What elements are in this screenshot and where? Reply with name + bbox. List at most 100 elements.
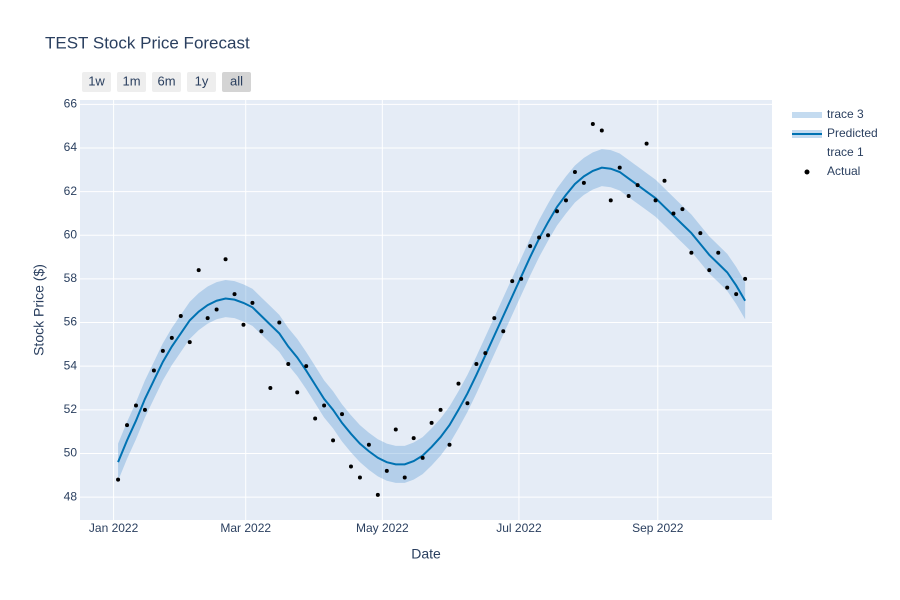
actual-point [581, 180, 586, 185]
predicted-line [117, 166, 746, 466]
range-button[interactable] [117, 72, 146, 92]
actual-point [160, 348, 165, 353]
actual-point [653, 198, 658, 203]
actual-point [501, 329, 506, 334]
actual-point [277, 320, 282, 325]
actual-point [447, 442, 452, 447]
actual-point [411, 436, 416, 441]
actual-point [286, 362, 291, 366]
actual-point [474, 362, 479, 366]
actual-point [196, 268, 201, 273]
actual-point [743, 276, 748, 281]
range-button-label[interactable]: 6m [157, 73, 175, 88]
actual-point [537, 235, 542, 240]
legend-label[interactable]: Actual [827, 164, 860, 178]
actual-point [716, 250, 721, 255]
legend-label[interactable]: trace 1 [827, 145, 864, 159]
actual-point [429, 420, 434, 425]
actual-point [438, 407, 443, 412]
actual-point [546, 233, 551, 238]
range-button[interactable] [222, 72, 251, 92]
y-tick-label: 58 [64, 271, 78, 285]
y-tick-label: 60 [64, 227, 78, 241]
actual-point [608, 198, 613, 203]
actual-point [725, 285, 730, 290]
actual-point [295, 390, 300, 395]
actual-point [689, 250, 694, 255]
actual-point [241, 322, 246, 327]
actual-point [259, 329, 264, 334]
actual-point [572, 170, 577, 174]
actual-point [304, 364, 309, 369]
actual-point [644, 141, 649, 146]
range-button[interactable] [187, 72, 216, 92]
legend-label[interactable]: Predicted [827, 126, 878, 140]
range-button[interactable] [82, 72, 111, 92]
actual-point [322, 403, 327, 408]
y-tick-label: 66 [64, 97, 78, 111]
actual-point [680, 207, 685, 212]
actual-point [599, 128, 604, 133]
actual-point [528, 244, 533, 249]
actual-point [331, 438, 336, 443]
actual-point [483, 351, 488, 356]
y-axis-title: Stock Price ($) [31, 264, 47, 356]
legend-swatch [804, 169, 810, 175]
chart-title: TEST Stock Price Forecast [45, 33, 250, 52]
x-tick-label: Jul 2022 [496, 521, 542, 535]
actual-point [268, 386, 273, 390]
actual-point [142, 407, 147, 412]
actual-point [671, 211, 676, 216]
range-button-label[interactable]: 1y [195, 73, 209, 88]
actual-point [617, 165, 622, 170]
actual-point [555, 209, 560, 214]
y-tick-label: 50 [64, 446, 78, 460]
actual-point [250, 300, 255, 305]
actual-point [116, 477, 121, 482]
actual-point [214, 307, 219, 312]
actual-point [348, 464, 353, 469]
y-tick-label: 52 [64, 402, 78, 416]
x-axis-title: Date [411, 546, 441, 562]
actual-point [393, 427, 398, 432]
y-tick-label: 64 [64, 140, 78, 154]
actual-point [133, 403, 138, 408]
x-tick-label: Jan 2022 [89, 521, 139, 535]
actual-point [519, 276, 524, 281]
actual-point [232, 292, 237, 297]
actual-point [187, 340, 192, 345]
y-tick-label: 62 [64, 184, 78, 198]
actual-point [169, 335, 174, 340]
actual-point [151, 368, 156, 373]
actual-point [340, 412, 345, 417]
x-tick-label: Sep 2022 [632, 521, 684, 535]
x-tick-label: May 2022 [356, 521, 409, 535]
actual-point [357, 475, 362, 480]
plot-area [80, 100, 772, 520]
y-tick-label: 56 [64, 315, 78, 329]
actual-point [626, 194, 631, 198]
actual-point [662, 178, 667, 183]
y-tick-label: 48 [64, 489, 78, 503]
actual-point [384, 468, 389, 473]
confidence-band [118, 149, 746, 483]
actual-point [465, 401, 470, 406]
range-button-label[interactable]: 1w [88, 73, 105, 88]
range-button[interactable] [152, 72, 181, 92]
actual-point [178, 314, 183, 318]
range-button-label[interactable]: all [230, 73, 243, 88]
y-tick-label: 54 [64, 358, 78, 372]
actual-point [698, 231, 703, 236]
actual-point [635, 183, 640, 188]
actual-point [456, 381, 461, 386]
actual-point [590, 122, 595, 126]
actual-point [402, 475, 407, 480]
actual-point [366, 442, 371, 447]
actual-point [125, 423, 130, 428]
actual-point [313, 416, 318, 421]
actual-point [563, 198, 568, 203]
actual-point [205, 316, 210, 321]
range-button-label[interactable]: 1m [122, 73, 140, 88]
legend-label[interactable]: trace 3 [827, 107, 864, 121]
